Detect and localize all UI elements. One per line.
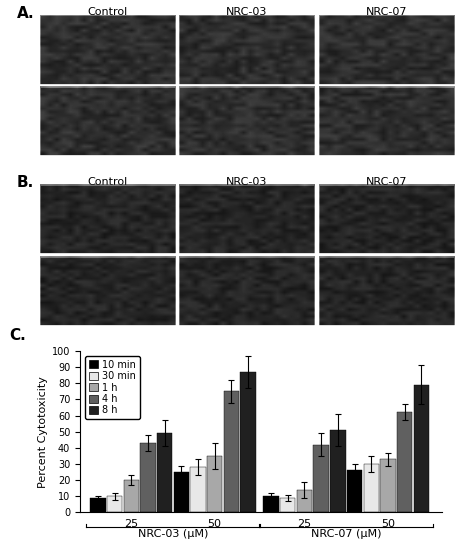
Bar <box>39 257 175 325</box>
Text: NRC-03: NRC-03 <box>226 7 267 17</box>
Y-axis label: Percent Cytotoxicity: Percent Cytotoxicity <box>38 376 47 487</box>
Bar <box>179 257 314 325</box>
Bar <box>179 87 314 155</box>
Bar <box>397 412 412 512</box>
Text: NRC-07: NRC-07 <box>366 7 407 17</box>
Bar <box>39 185 175 253</box>
Text: NRC-07: NRC-07 <box>366 177 407 187</box>
Bar <box>414 385 429 512</box>
Bar <box>297 490 312 512</box>
Bar <box>224 392 239 512</box>
Bar <box>313 444 329 512</box>
Bar <box>157 433 172 512</box>
Text: NRC-03 (μM): NRC-03 (μM) <box>138 529 208 539</box>
Bar <box>319 87 454 155</box>
Bar <box>240 372 256 512</box>
Bar <box>264 496 279 512</box>
Text: C.: C. <box>9 328 26 343</box>
Bar <box>363 464 379 512</box>
Text: A.: A. <box>17 6 34 21</box>
Bar <box>280 498 296 512</box>
Text: 50: 50 <box>208 519 222 529</box>
Text: Control: Control <box>87 7 127 17</box>
Bar <box>140 443 156 512</box>
Bar <box>319 185 454 253</box>
Bar <box>380 459 396 512</box>
Bar <box>347 471 362 512</box>
Text: 25: 25 <box>298 519 312 529</box>
Bar <box>107 496 122 512</box>
Bar <box>207 456 222 512</box>
Text: NRC-03: NRC-03 <box>226 177 267 187</box>
Text: B.: B. <box>17 175 34 190</box>
Bar <box>319 15 454 84</box>
Bar <box>39 87 175 155</box>
Bar <box>330 430 345 512</box>
Text: Control: Control <box>87 177 127 187</box>
Bar <box>39 15 175 84</box>
Text: NRC-07 (μM): NRC-07 (μM) <box>311 529 382 539</box>
Legend: 10 min, 30 min, 1 h, 4 h, 8 h: 10 min, 30 min, 1 h, 4 h, 8 h <box>85 356 140 419</box>
Bar <box>124 480 139 512</box>
Text: 25: 25 <box>124 519 138 529</box>
Bar <box>179 15 314 84</box>
Bar <box>319 257 454 325</box>
Bar <box>173 472 189 512</box>
Bar <box>190 467 206 512</box>
Text: 50: 50 <box>381 519 395 529</box>
Bar <box>179 185 314 253</box>
Bar <box>90 498 106 512</box>
